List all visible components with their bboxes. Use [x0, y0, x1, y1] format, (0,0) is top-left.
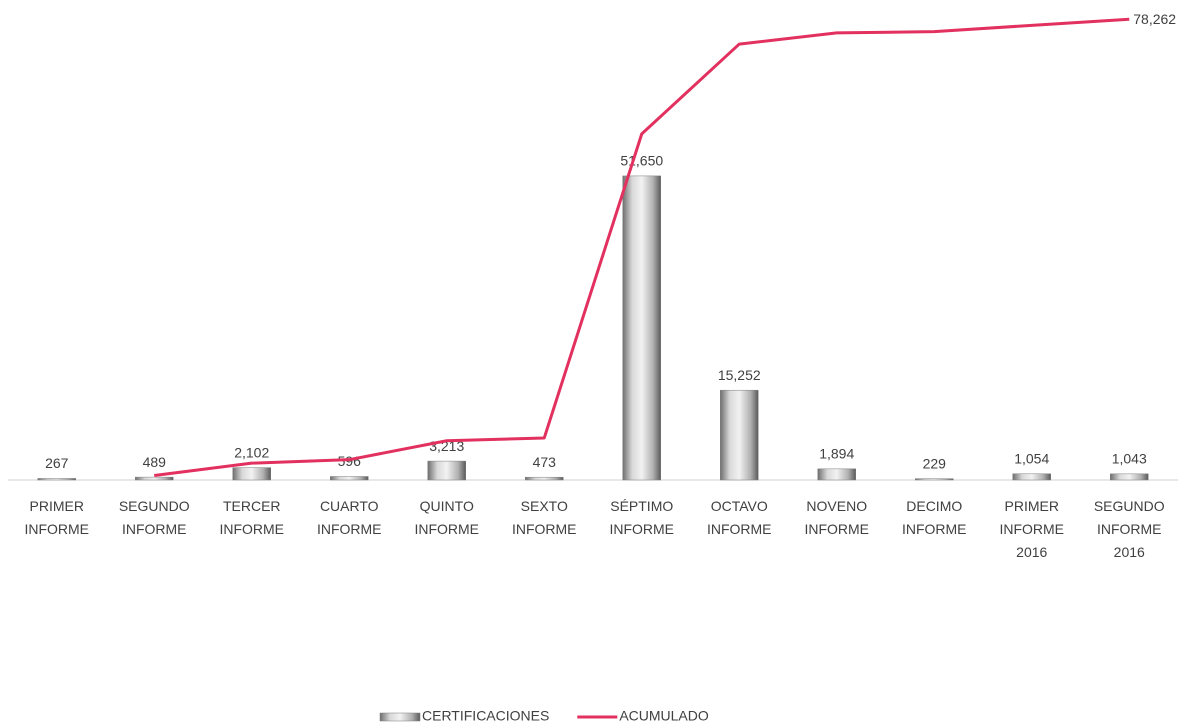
data-label: 1,043: [1112, 451, 1147, 467]
x-tick-label: CUARTO INFORME: [316, 498, 382, 537]
x-tick-label: QUINTO INFORME: [414, 498, 480, 537]
bar: [525, 476, 564, 481]
x-tick-label: PRIMER INFORME: [24, 498, 90, 537]
bar: [1110, 473, 1149, 481]
bar: [37, 478, 76, 481]
data-label: 78,262: [1133, 11, 1176, 27]
bar: [622, 175, 661, 481]
bar: [232, 467, 271, 481]
data-label: 1,054: [1014, 450, 1049, 466]
data-label: 267: [45, 455, 69, 471]
data-label: 229: [923, 455, 947, 471]
data-label: 2,102: [234, 444, 269, 460]
bar: [330, 476, 369, 481]
bar: [135, 476, 174, 481]
bar: [427, 460, 466, 481]
legend-swatch: [379, 712, 421, 722]
x-tick-label: TERCER INFORME: [219, 498, 285, 537]
legend-label: CERTIFICACIONES: [422, 708, 549, 724]
data-label: 15,252: [718, 367, 761, 383]
x-tick-label: PRIMER INFORME 2016: [999, 498, 1065, 560]
x-tick-label: OCTAVO INFORME: [706, 498, 772, 537]
x-tick-label: SEGUNDO INFORME 2016: [1093, 498, 1165, 560]
line: [154, 17, 1130, 478]
data-label: 51,650: [620, 153, 663, 169]
x-tick-label: NOVENO INFORME: [804, 498, 870, 537]
data-label: 1,894: [819, 446, 854, 462]
data-label: 473: [533, 454, 557, 470]
x-tick-label: SEGUNDO INFORME: [118, 498, 190, 537]
bar: [817, 468, 856, 481]
x-tick-label: DECIMO INFORME: [901, 498, 967, 537]
bar: [720, 389, 759, 481]
data-label: 489: [143, 454, 167, 470]
bar: [915, 478, 954, 481]
bar: [1012, 473, 1051, 481]
legend-label: ACUMULADO: [619, 708, 709, 724]
x-tick-label: SEXTO INFORME: [511, 498, 577, 537]
x-tick-label: SÉPTIMO INFORME: [609, 498, 675, 537]
